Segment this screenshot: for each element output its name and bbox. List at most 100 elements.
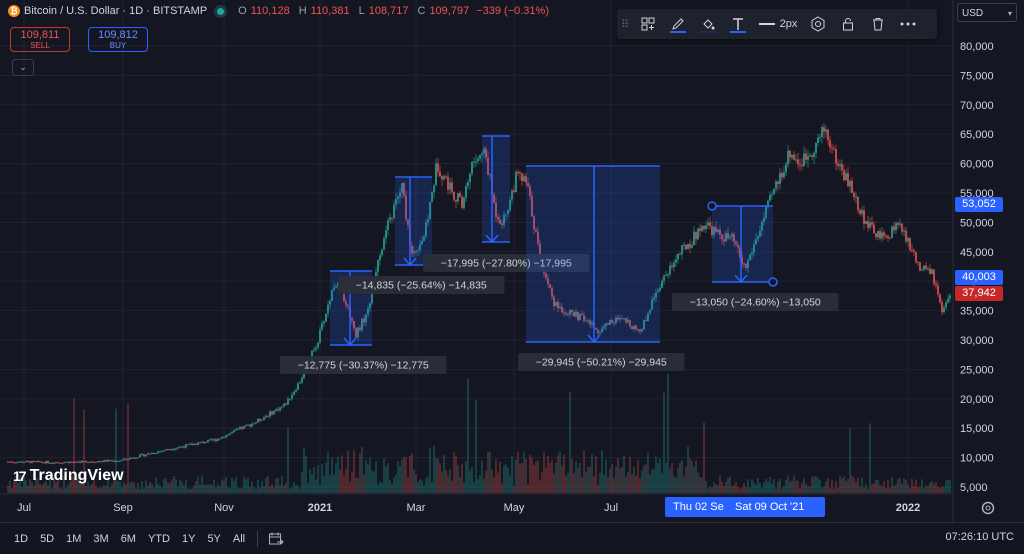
symbol-title[interactable]: Bitcoin / U.S. Dollar · 1D · BITSTAMP [24, 5, 208, 17]
utc-clock[interactable]: 07:26:10 UTC [945, 531, 1014, 543]
candle-body [781, 172, 783, 178]
range-6m[interactable]: 6M [120, 532, 136, 545]
volume-bar [345, 468, 347, 493]
tradingview-logo[interactable]: 17 TradingView [13, 467, 124, 485]
candle-body [167, 449, 169, 451]
bottom-toolbar: 1D 5D 1M 3M 6M YTD 1Y 5Y All 07:26:10 UT… [0, 522, 1024, 554]
candle-body [257, 418, 259, 423]
more-icon[interactable] [893, 9, 923, 39]
candle-body [401, 183, 403, 193]
volume-bar [247, 477, 249, 493]
candle-body [369, 303, 371, 309]
candle-body [149, 453, 151, 455]
candle-body [583, 314, 585, 321]
volume-bar [145, 480, 147, 493]
volume-bar [661, 472, 663, 493]
volume-bar [721, 481, 723, 493]
volume-bar [309, 468, 311, 493]
volume-bar [281, 476, 283, 493]
range-1m[interactable]: 1M [66, 532, 82, 545]
volume-bar [731, 486, 733, 493]
range-3m[interactable]: 3M [93, 532, 109, 545]
candle-body [785, 164, 787, 173]
candle-body [465, 186, 467, 198]
candle-body [819, 137, 821, 139]
candle-body [947, 298, 949, 303]
candle-body [229, 433, 231, 435]
volume-bar [243, 477, 245, 493]
measure-handle[interactable] [707, 201, 717, 211]
trash-icon[interactable] [863, 9, 893, 39]
candle-body [705, 225, 707, 230]
volume-bar [741, 487, 743, 493]
text-icon[interactable] [723, 9, 753, 39]
candle-body [653, 297, 655, 300]
range-1y[interactable]: 1Y [181, 532, 196, 545]
volume-bar [681, 460, 683, 493]
fill-bucket-icon[interactable] [693, 9, 723, 39]
templates-icon[interactable] [633, 9, 663, 39]
range-1d[interactable]: 1D [14, 532, 29, 545]
range-all[interactable]: All [232, 532, 246, 545]
toolbar-divider [257, 530, 259, 547]
candle-body [589, 320, 591, 325]
range-ytd[interactable]: YTD [147, 532, 170, 545]
candle-body [387, 220, 389, 231]
symbol-header: ₿ Bitcoin / U.S. Dollar · 1D · BITSTAMP … [8, 5, 552, 17]
pencil-icon[interactable] [663, 9, 693, 39]
collapse-legend-button[interactable]: ⌄ [12, 59, 34, 76]
candle-body [555, 301, 557, 306]
candle-body [535, 229, 537, 232]
volume-bar [863, 487, 865, 493]
line-width-button[interactable]: 2px [753, 9, 803, 39]
range-5y[interactable]: 5Y [207, 532, 221, 545]
range-5d[interactable]: 5D [40, 532, 55, 545]
volume-bar [585, 471, 587, 493]
candle-body [939, 294, 941, 303]
measure-handle[interactable] [768, 277, 778, 287]
volume-bar [543, 452, 545, 493]
volume-bar [629, 456, 631, 493]
go-to-date-icon[interactable] [268, 531, 284, 547]
volume-bar [467, 378, 469, 493]
volume-bar [213, 479, 215, 493]
volume-bar [203, 484, 205, 493]
volume-bar [809, 486, 811, 493]
volume-bar [685, 466, 687, 493]
price-tick-label: 80,000 [960, 41, 994, 53]
volume-bar [643, 465, 645, 493]
candle-body [413, 250, 415, 254]
candle-body [919, 262, 921, 271]
volume-bar [141, 481, 143, 493]
sell-button[interactable]: 109,811 SELL [10, 27, 70, 52]
candle-body [109, 459, 111, 462]
candle-body [29, 461, 31, 463]
volume-bar [25, 480, 27, 493]
volume-bar [29, 479, 31, 493]
candle-body [737, 244, 739, 248]
candle-body [25, 461, 27, 463]
volume-bar [869, 423, 871, 493]
volume-bar [897, 478, 899, 493]
volume-bar [873, 483, 875, 493]
candle-body [937, 285, 939, 295]
volume-bar [231, 477, 233, 493]
candle-body [795, 159, 797, 161]
candle-body [523, 176, 525, 182]
volume-bar [573, 473, 575, 493]
candle-body [907, 238, 909, 242]
drag-grip-icon[interactable]: ⠿ [620, 18, 630, 31]
volume-bar [641, 470, 643, 493]
volume-bar [427, 476, 429, 493]
candle-body [611, 320, 613, 323]
candle-body [47, 461, 49, 464]
lock-icon[interactable] [833, 9, 863, 39]
open-label: O [238, 5, 247, 17]
candle-body [617, 317, 619, 320]
currency-select[interactable]: USD ▾ [957, 3, 1017, 22]
chart-canvas[interactable]: −12,775 (−30.37%) −12,775 −14,835 (−25.64… [0, 0, 1024, 522]
buy-button[interactable]: 109,812 BUY [88, 27, 148, 52]
chart-settings-icon[interactable] [980, 500, 996, 516]
settings-icon[interactable] [803, 9, 833, 39]
candle-body [433, 185, 435, 193]
